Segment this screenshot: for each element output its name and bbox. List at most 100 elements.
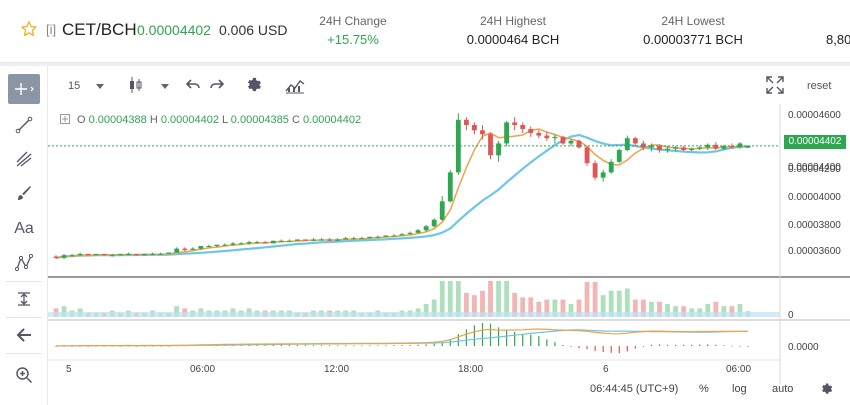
volume-axis-label: 0 <box>788 310 794 321</box>
volume-bar <box>616 290 622 317</box>
trend-line-tool-icon[interactable] <box>8 110 40 140</box>
pattern-tool-icon[interactable] <box>8 248 40 278</box>
volume-bar <box>713 301 719 317</box>
candle-body <box>198 246 204 249</box>
legend-toggle-icon[interactable] <box>60 114 70 124</box>
candle-body <box>496 143 501 156</box>
candle-body <box>286 240 292 242</box>
favorite-star-icon[interactable] <box>20 20 38 38</box>
volume-bar <box>463 292 469 317</box>
zoom-in-icon[interactable] <box>8 360 40 390</box>
auto-scale-toggle[interactable]: auto <box>772 383 794 395</box>
macd-bar <box>119 345 121 347</box>
candle-body <box>327 239 332 241</box>
candle-body <box>399 234 405 236</box>
undo-icon[interactable] <box>186 78 200 90</box>
candle-body <box>423 226 429 231</box>
macd-bar <box>650 344 653 346</box>
candle-body <box>61 255 67 258</box>
macd-bar <box>369 345 371 347</box>
candle-body <box>624 138 630 151</box>
macd-bar <box>578 346 580 349</box>
price-axis-label: 0.00003600 <box>788 246 841 257</box>
interval-selector[interactable]: 15 <box>68 80 81 92</box>
candle-body <box>488 134 493 156</box>
macd-bar <box>79 346 81 347</box>
candle-body <box>375 236 381 238</box>
candle-body <box>560 136 566 144</box>
text-tool-icon[interactable]: Aa <box>14 220 34 237</box>
style-chevron-down-icon[interactable] <box>161 84 169 89</box>
volume-bar <box>721 306 727 317</box>
volume-bar <box>61 306 67 317</box>
macd-bar <box>353 345 355 347</box>
macd-bar <box>699 344 701 346</box>
settings-gear-icon[interactable] <box>244 76 262 94</box>
pair-name[interactable]: CET/BCH <box>62 20 137 39</box>
chart-settings-gear-icon[interactable] <box>819 382 833 396</box>
ohlc-open: 0.00004388 <box>88 114 147 126</box>
price-axis-label: 0.00004200 <box>788 164 841 175</box>
macd-bar <box>739 345 741 347</box>
drawing-toolbar: Aa <box>0 66 48 405</box>
macd-bar <box>586 346 588 350</box>
back-arrow-icon[interactable] <box>8 320 40 350</box>
candle-body <box>729 146 735 148</box>
brush-tool-icon[interactable] <box>8 178 40 208</box>
candle-body <box>270 240 276 244</box>
toolbar-separator <box>6 353 42 354</box>
macd-bar <box>417 344 419 346</box>
volume-bar <box>632 299 638 317</box>
candles <box>53 113 751 260</box>
macd-bar <box>674 344 677 346</box>
candle-body <box>665 148 670 151</box>
candle-body <box>101 253 107 256</box>
candle-body <box>721 146 727 149</box>
candle-body <box>93 253 99 256</box>
interval-chevron-down-icon[interactable] <box>96 84 104 89</box>
candle-body <box>77 253 83 256</box>
pair-tag: [i] <box>46 22 57 37</box>
macd-bar <box>731 345 733 347</box>
volume-bar <box>472 295 477 317</box>
reset-button[interactable]: reset <box>807 80 832 92</box>
crosshair-tool-icon[interactable] <box>8 74 40 104</box>
macd-bar <box>634 346 636 349</box>
candle-body <box>238 243 244 245</box>
macd-bar <box>642 346 644 347</box>
moving-averages <box>55 128 749 259</box>
macd-bar <box>143 345 146 347</box>
volume-bar <box>480 290 485 317</box>
candle-body <box>190 248 196 250</box>
volume-bar <box>665 303 670 317</box>
fullscreen-icon[interactable] <box>766 76 784 94</box>
fib-tool-icon[interactable] <box>8 144 40 174</box>
candle-body <box>447 172 453 202</box>
price-axis-label: 0.00004400 <box>788 162 841 173</box>
candle-body <box>359 238 365 240</box>
redo-icon[interactable] <box>210 78 224 90</box>
candle-body <box>335 239 341 241</box>
ohlc-close-key: C <box>291 114 300 126</box>
indicators-icon[interactable] <box>285 76 305 94</box>
percent-scale-toggle[interactable]: % <box>699 383 709 395</box>
measure-tool-icon[interactable] <box>8 284 40 314</box>
candle-body <box>278 240 284 242</box>
candle-body <box>53 256 59 258</box>
candle-body <box>367 236 373 239</box>
candle-body <box>166 252 172 254</box>
candle-body <box>504 122 510 144</box>
ohlc-legend: O 0.00004388 H 0.00004402 L 0.00004385 C… <box>77 114 361 126</box>
log-scale-toggle[interactable]: log <box>732 383 747 395</box>
candle-body <box>568 140 574 144</box>
candle-body <box>117 253 123 256</box>
price-chart[interactable] <box>48 66 850 384</box>
candle-body <box>439 201 445 220</box>
macd-bar <box>473 325 476 346</box>
volume-bar <box>447 281 453 317</box>
candle-body <box>85 253 91 256</box>
ohlc-close: 0.00004402 <box>303 114 362 126</box>
macd-bar <box>280 344 282 346</box>
chart-clock: 06:44:45 (UTC+9) <box>590 383 679 395</box>
candle-style-icon[interactable] <box>128 76 144 94</box>
